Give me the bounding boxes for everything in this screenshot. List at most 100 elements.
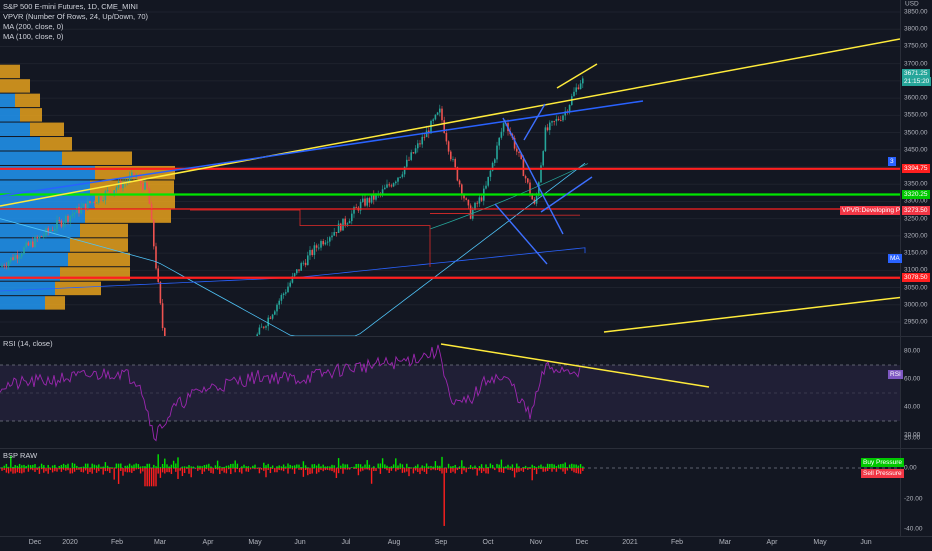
- buy-pressure-bar: [571, 464, 572, 468]
- sell-pressure-bar: [202, 468, 203, 474]
- buy-pressure-bar: [138, 464, 139, 468]
- resistance-level-badge[interactable]: 3394.75: [902, 164, 930, 173]
- vp-down-bar: [20, 108, 42, 121]
- sell-pressure-bar: [551, 468, 552, 472]
- buy-pressure-bar: [461, 460, 462, 468]
- price-chart-pane[interactable]: S&P 500 E-mini Futures, 1D, CME_MINI VPV…: [0, 0, 900, 336]
- rsi-pane[interactable]: RSI (14, close): [0, 337, 900, 448]
- sell-pressure-bar: [54, 468, 55, 471]
- candle-body: [153, 220, 155, 246]
- sell-pressure-bar: [558, 468, 559, 469]
- support-level-badge[interactable]: 3320.25: [902, 190, 930, 199]
- buy-pressure-bar: [235, 460, 236, 468]
- sell-pressure-bar: [48, 468, 49, 474]
- buy-pressure-bar: [569, 465, 570, 468]
- sell-pressure-bar: [78, 468, 79, 470]
- candle-body: [285, 292, 287, 293]
- sell-pressure-bar: [380, 468, 381, 474]
- candle-body: [472, 210, 474, 219]
- buy-pressure-bar: [173, 461, 174, 468]
- sell-pressure-bar: [120, 468, 121, 471]
- sell-pressure-bar: [241, 468, 242, 474]
- sell-pressure-bar: [331, 468, 332, 471]
- rsi-legend[interactable]: RSI (14, close): [3, 339, 53, 349]
- candle-body: [105, 191, 107, 200]
- developing-poc-label: VPVR:Developing Poc: [840, 206, 909, 215]
- candle-body: [417, 143, 419, 148]
- sell-pressure-bar: [336, 468, 337, 478]
- candle-body: [582, 78, 584, 83]
- sell-pressure-bar: [76, 468, 77, 470]
- ma-label-badge[interactable]: MA: [888, 254, 902, 263]
- buy-pressure-label[interactable]: Buy Pressure: [861, 458, 904, 467]
- candle-body: [560, 120, 562, 121]
- candle-body: [518, 152, 520, 153]
- countdown-badge[interactable]: 21:15:20: [902, 77, 931, 86]
- sell-pressure-bar: [254, 468, 255, 469]
- candle-body: [501, 132, 503, 138]
- time-axis-label: 2021: [622, 539, 638, 546]
- candle-body: [14, 255, 16, 260]
- buy-pressure-bar: [283, 465, 284, 468]
- candle-body: [98, 196, 100, 202]
- rsi-canvas[interactable]: [0, 337, 900, 448]
- candle-body: [364, 199, 366, 206]
- sell-pressure-bar: [287, 468, 288, 474]
- sell-pressure-bar: [444, 468, 445, 526]
- sell-pressure-bar: [261, 468, 262, 470]
- bsp-legend[interactable]: BSP RAW: [3, 451, 37, 461]
- buy-pressure-bar: [184, 466, 185, 468]
- buy-pressure-bar: [540, 465, 541, 468]
- buy-pressure-bar: [501, 460, 502, 468]
- buy-pressure-bar: [158, 454, 159, 468]
- sell-pressure-bar: [184, 468, 185, 473]
- sell-pressure-bar: [116, 468, 117, 469]
- sell-pressure-bar: [470, 468, 471, 469]
- symbol-legend[interactable]: S&P 500 E-mini Futures, 1D, CME_MINI: [3, 2, 138, 12]
- buy-pressure-bar: [230, 464, 231, 468]
- buy-pressure-bar: [294, 465, 295, 468]
- candle-body: [109, 190, 111, 192]
- sell-pressure-bar: [232, 468, 233, 469]
- rsi-value-badge[interactable]: RSI: [888, 370, 903, 379]
- lower-level-badge[interactable]: 3078.50: [902, 273, 930, 282]
- candle-body: [580, 83, 582, 89]
- vpvr-legend[interactable]: VPVR (Number Of Rows, 24, Up/Down, 70): [3, 12, 148, 22]
- sell-pressure-bar: [160, 468, 161, 478]
- sell-pressure-bar: [281, 468, 282, 470]
- sell-pressure-bar: [507, 468, 508, 470]
- bsp-canvas[interactable]: [0, 449, 900, 536]
- buy-pressure-bar: [307, 467, 308, 468]
- candle-body: [503, 123, 505, 132]
- sell-pressure-bar: [358, 468, 359, 475]
- candle-body: [408, 160, 410, 161]
- price-tick-label: 3800.00: [904, 26, 928, 33]
- sell-pressure-bar: [375, 468, 376, 471]
- price-chart-canvas[interactable]: [0, 0, 900, 336]
- sell-pressure-label[interactable]: Sell Pressure: [861, 469, 904, 478]
- buy-pressure-bar: [549, 464, 550, 468]
- sell-pressure-bar: [208, 468, 209, 471]
- rsi-tick-label: 60.00: [904, 376, 920, 383]
- buy-pressure-bar: [356, 464, 357, 468]
- buy-pressure-bar: [125, 466, 126, 468]
- ma100-legend[interactable]: MA (100, close, 0): [3, 32, 63, 42]
- ma200-legend[interactable]: MA (200, close, 0): [3, 22, 63, 32]
- price-tick-label: 3150.00: [904, 250, 928, 257]
- sell-pressure-bar: [391, 468, 392, 471]
- buy-pressure-bar: [554, 464, 555, 468]
- ma-small-badge[interactable]: 3: [888, 157, 896, 166]
- buy-pressure-bar: [573, 464, 574, 468]
- candle-body: [296, 269, 298, 273]
- buy-pressure-bar: [114, 467, 115, 468]
- sell-pressure-bar: [43, 468, 44, 473]
- buy-pressure-bar: [287, 463, 288, 468]
- sell-pressure-bar: [325, 468, 326, 470]
- sell-pressure-bar: [217, 468, 218, 470]
- bsp-pane[interactable]: BSP RAW: [0, 449, 900, 536]
- candle-body: [303, 263, 305, 264]
- developing-poc-badge[interactable]: 3273.50: [902, 206, 930, 215]
